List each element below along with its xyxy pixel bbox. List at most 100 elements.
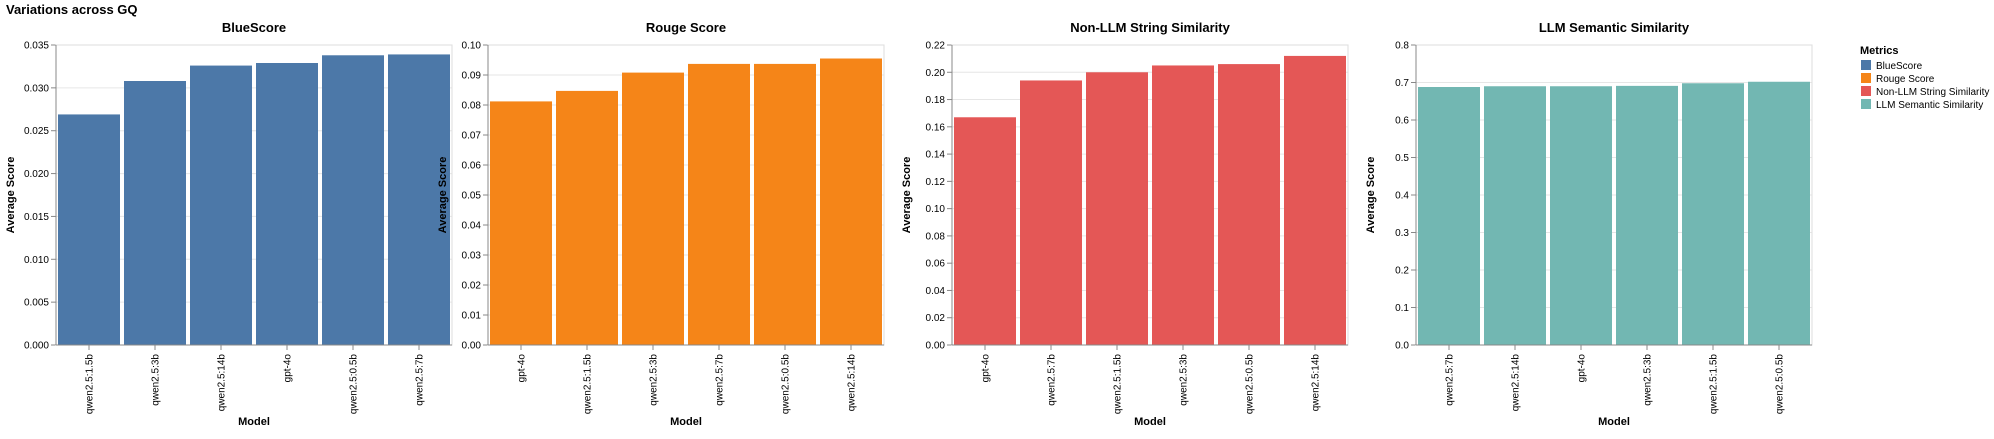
x-tick-label: qwen2.5:7b [1047,354,1058,406]
y-tick-label: 0.2 [1395,266,1409,277]
x-tick-label: qwen2.5:1.5b [85,354,96,414]
legend-swatch [1861,99,1871,109]
bar [556,90,618,346]
chart-title: Non-LLM String Similarity [1070,20,1230,35]
bar [124,81,186,345]
x-tick-label: qwen2.5:14b [847,354,858,412]
y-tick-label: 0.1 [1395,303,1409,314]
x-tick-label: qwen2.5:14b [217,354,228,412]
bar [58,114,120,345]
x-tick-label: qwen2.5:7b [715,354,726,406]
bar [688,63,750,346]
x-tick-label: qwen2.5:0.5b [349,354,360,414]
chart-title: Rouge Score [646,20,726,35]
y-tick-label: 0.08 [926,231,946,242]
y-tick-label: 0.005 [24,298,49,309]
y-tick-label: 0.5 [1395,153,1409,164]
chart-title: LLM Semantic Similarity [1539,20,1690,35]
y-tick-label: 0.18 [926,95,946,106]
y-tick-label: 0.020 [24,169,49,180]
y-tick-label: 0.04 [462,221,482,232]
y-tick-label: 0.03 [462,251,482,262]
y-tick-label: 0.02 [926,313,946,324]
y-tick-label: 0.7 [1395,78,1409,89]
x-axis-title: Model [1598,416,1630,428]
bar [256,63,318,345]
bar [754,63,816,346]
y-tick-label: 0.035 [24,41,49,52]
legend-swatch [1861,86,1871,96]
chart-panels: BlueScore 0.000 0.005 0.010 0.015 0.020 0.025 0… [5,20,1813,428]
y-tick-label: 0.000 [24,341,49,352]
x-tick-label: qwen2.5:7b [1445,354,1456,406]
bar [1616,85,1678,345]
x-tick-label: qwen2.5:3b [1643,354,1654,406]
chart-panel-2: Rouge Score 0.00 0.01 0.02 0.03 0.04 0.05 0.06 0… [437,20,885,428]
y-tick-label: 0.00 [462,341,482,352]
x-tick-label: qwen2.5:7b [415,354,426,406]
y-axis-title: Average Score [1365,157,1377,234]
y-tick-label: 0.09 [462,71,482,82]
y-tick-label: 0.10 [926,204,946,215]
legend: Metrics BlueScore Rouge Score Non-LLM Stri… [1860,45,1989,111]
bar [954,117,1016,345]
bar [1284,55,1346,346]
y-tick-label: 0.10 [462,41,482,52]
bar [1748,81,1810,345]
y-tick-label: 0.20 [926,68,946,79]
y-axis-title: Average Score [901,157,913,234]
legend-swatch [1861,73,1871,83]
y-tick-label: 0.4 [1395,191,1409,202]
y-tick-label: 0.030 [24,83,49,94]
legend-label: Non-LLM String Similarity [1876,87,1989,98]
x-tick-label: gpt-4o [1577,354,1588,383]
legend-label: LLM Semantic Similarity [1876,100,1983,111]
y-tick-label: 0.14 [926,150,946,161]
x-tick-label: qwen2.5:3b [1179,354,1190,406]
y-tick-label: 0.02 [462,281,482,292]
bar [490,101,552,346]
bar [388,54,450,346]
x-axis-title: Model [670,416,702,428]
y-tick-label: 0.05 [462,191,482,202]
chart-title: BlueScore [222,20,286,35]
y-axis-title: Average Score [437,157,449,234]
x-tick-label: qwen2.5:1.5b [583,354,594,414]
y-tick-label: 0.6 [1395,116,1409,127]
y-tick-label: 0.07 [462,131,482,142]
x-tick-label: gpt-4o [981,354,992,383]
y-tick-label: 0.8 [1395,41,1409,52]
bar [1484,86,1546,345]
bar [1218,64,1280,345]
y-tick-label: 0.01 [462,311,482,322]
x-tick-label: qwen2.5:14b [1311,354,1322,412]
x-axis-title: Model [1134,416,1166,428]
x-tick-label: qwen2.5:14b [1511,354,1522,412]
y-tick-label: 0.12 [926,177,946,188]
y-tick-label: 0.0 [1395,341,1409,352]
bar [1550,86,1612,345]
legend-title: Metrics [1860,45,1899,57]
y-tick-label: 0.06 [926,259,946,270]
bar [1418,87,1480,345]
bar [322,55,384,346]
bar [190,65,252,346]
legend-label: BlueScore [1876,61,1923,72]
bar [1086,72,1148,345]
bar [1020,80,1082,346]
x-tick-label: qwen2.5:3b [151,354,162,406]
bar [1682,83,1744,345]
y-tick-label: 0.00 [926,341,946,352]
chart-panel-1: BlueScore 0.000 0.005 0.010 0.015 0.020 0.025 0… [5,20,453,428]
x-tick-label: qwen2.5:0.5b [781,354,792,414]
y-tick-label: 0.015 [24,212,49,223]
legend-label: Rouge Score [1876,74,1935,85]
x-axis-title: Model [238,416,270,428]
bar [1152,65,1214,346]
x-tick-label: gpt-4o [517,354,528,383]
x-tick-label: gpt-4o [283,354,294,383]
x-tick-label: qwen2.5:0.5b [1245,354,1256,414]
y-axis-title: Average Score [5,157,17,234]
